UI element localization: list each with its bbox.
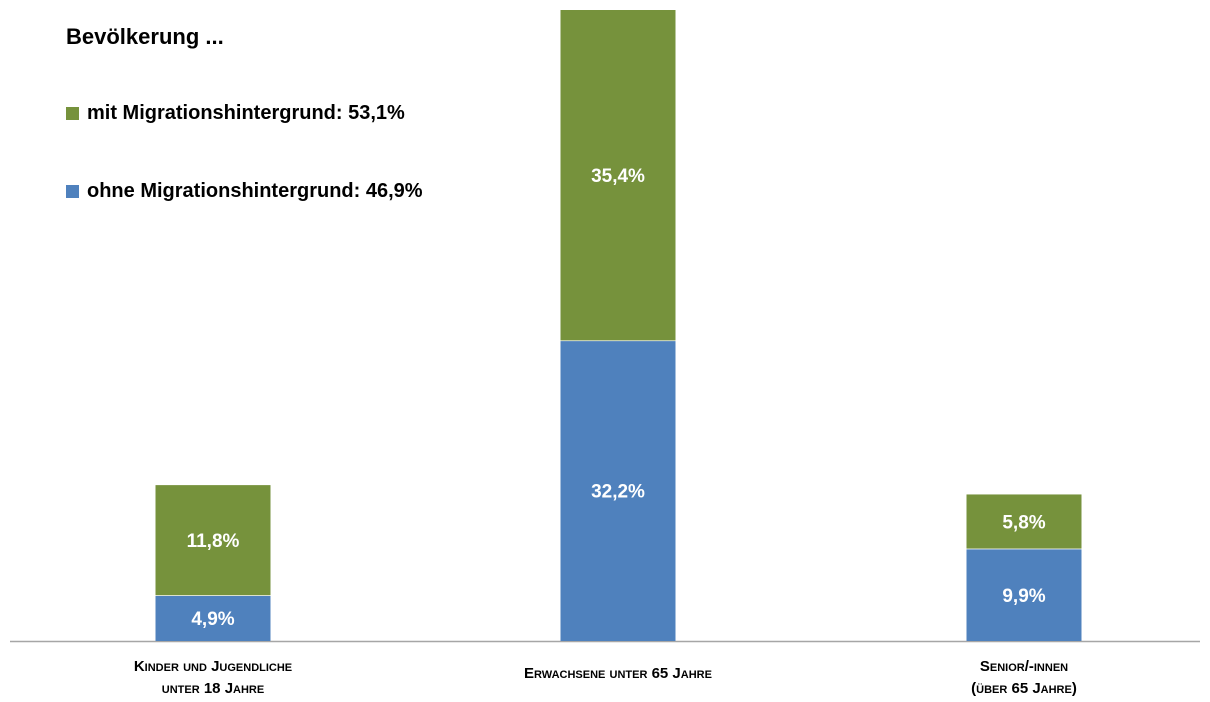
legend-swatch-blue	[66, 185, 79, 198]
legend-label: ohne Migrationshintergrund: 46,9%	[87, 180, 423, 202]
bar-segment-ohne-1	[560, 340, 676, 641]
data-label-mit-1: 35,4%	[591, 166, 645, 187]
data-label-ohne-1: 32,2%	[591, 482, 645, 503]
category-label-kinder: Kinder und Jugendliche unter 18 Jahre	[133, 658, 293, 697]
data-label-mit-0: 11,8%	[187, 531, 240, 552]
legend-title: Bevölkerung ...	[66, 24, 224, 49]
legend-swatch-green	[66, 107, 79, 120]
bar-segment-ohne-2	[966, 548, 1082, 641]
bar-segment-mit-0	[155, 485, 271, 596]
legend-label: mit Migrationshintergrund: 53,1%	[87, 102, 405, 124]
legend-item-ohne-migrationshintergrund: ohne Migrationshintergrund: 46,9%	[66, 180, 423, 203]
data-label-mit-2: 5,8%	[1002, 513, 1045, 534]
bar-segment-ohne-0	[155, 595, 271, 641]
bar-segment-mit-2	[966, 494, 1082, 549]
category-label-erwachsene: Erwachsene unter 65 Jahre	[524, 665, 712, 682]
data-label-ohne-0: 4,9%	[191, 609, 234, 630]
bar-segment-mit-1	[560, 10, 676, 341]
data-label-ohne-2: 9,9%	[1002, 586, 1045, 607]
category-label-senioren: Senior/-innen (über 65 Jahre)	[971, 658, 1077, 697]
legend-item-mit-migrationshintergrund: mit Migrationshintergrund: 53,1%	[66, 102, 405, 125]
